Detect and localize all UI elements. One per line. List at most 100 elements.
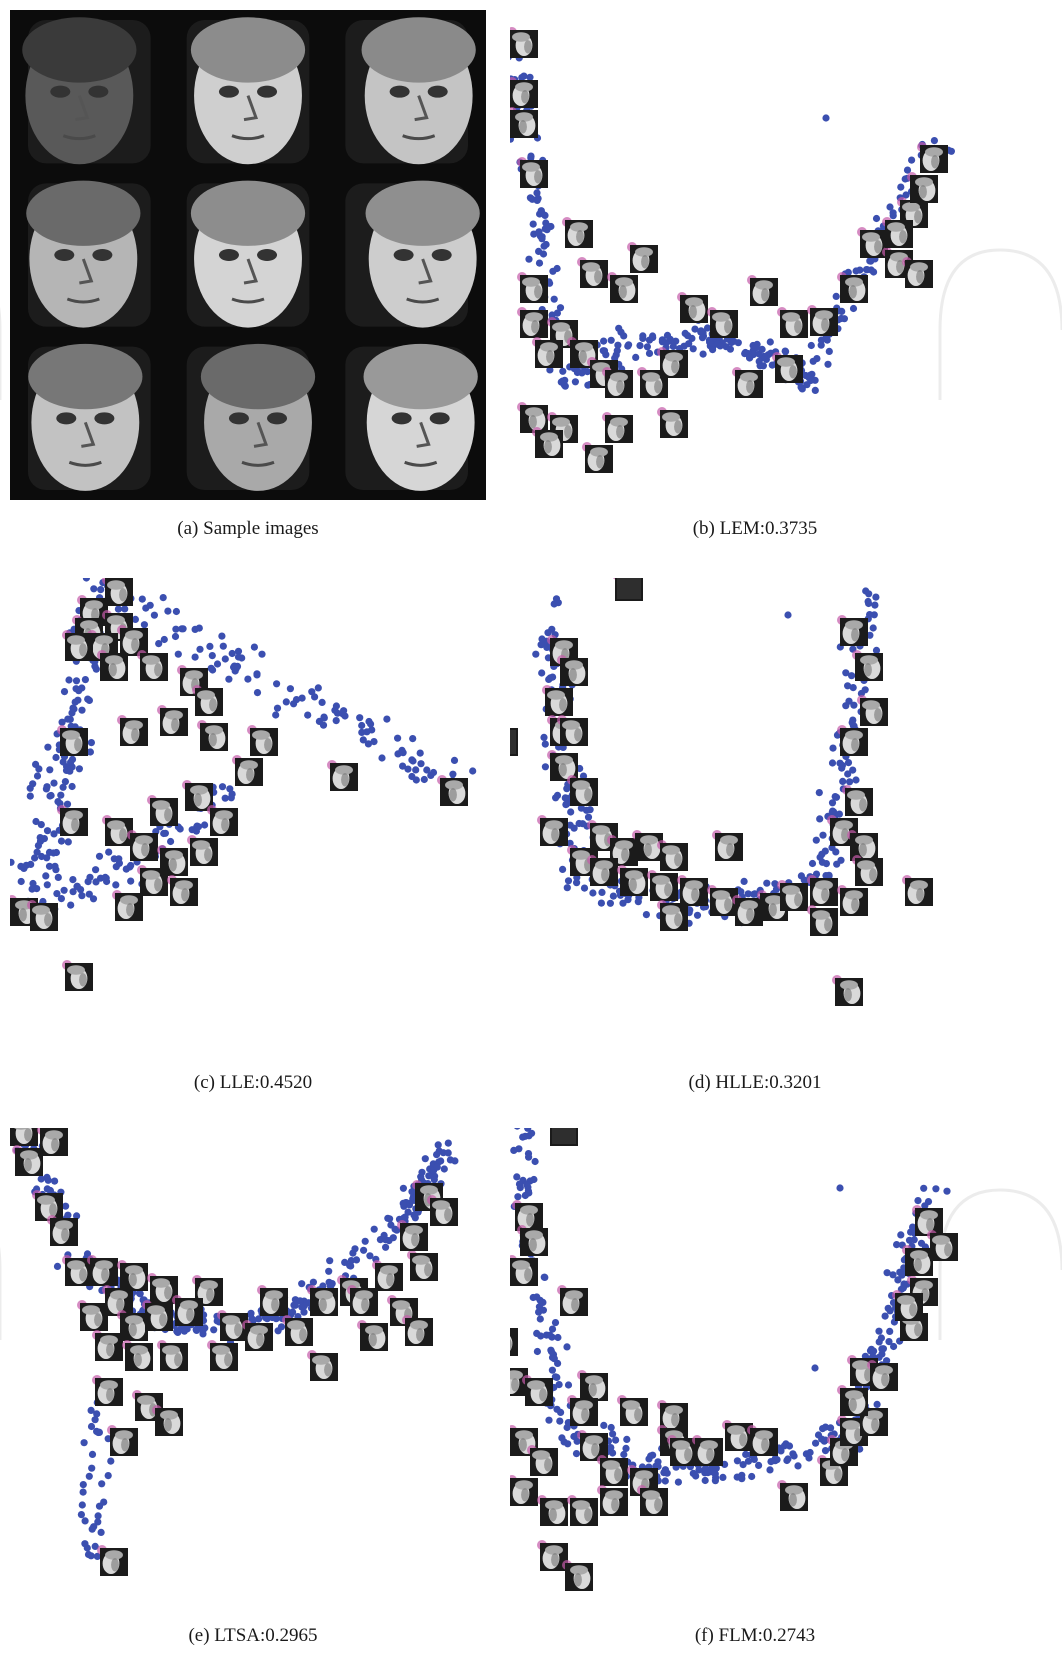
face-thumbnail xyxy=(210,808,238,836)
data-point xyxy=(645,349,654,357)
data-point xyxy=(767,1458,775,1466)
caption-f: (f) FLM:0.2743 xyxy=(694,1625,816,1646)
data-point xyxy=(80,1439,88,1447)
data-point xyxy=(850,722,858,730)
data-point xyxy=(546,366,554,374)
sample-face-image xyxy=(345,17,476,165)
data-point xyxy=(286,685,294,693)
data-point xyxy=(848,672,856,680)
data-point xyxy=(332,717,340,725)
data-point xyxy=(827,1424,835,1432)
face-thumbnail xyxy=(855,858,883,886)
face-thumbnail xyxy=(410,1253,438,1281)
face-thumbnail xyxy=(100,1548,128,1576)
face-thumbnail xyxy=(840,618,868,646)
data-point xyxy=(131,615,139,623)
data-point xyxy=(886,1307,894,1315)
data-point xyxy=(818,858,826,866)
data-point xyxy=(862,587,870,595)
data-point xyxy=(300,1308,308,1316)
data-point xyxy=(84,1550,93,1559)
data-point xyxy=(567,808,575,816)
data-point xyxy=(878,1350,886,1358)
data-point xyxy=(50,779,58,787)
data-point xyxy=(159,594,167,602)
data-point xyxy=(554,1359,562,1367)
data-point xyxy=(563,1343,571,1351)
data-point xyxy=(58,718,66,726)
data-point xyxy=(450,756,459,764)
data-point xyxy=(726,345,734,353)
data-point xyxy=(669,342,677,350)
data-point xyxy=(539,1306,547,1314)
data-point xyxy=(62,1202,70,1210)
data-point xyxy=(250,643,258,651)
sample-face-image xyxy=(186,180,310,328)
face-thumbnail xyxy=(860,1408,888,1436)
data-point xyxy=(22,861,30,869)
data-point xyxy=(88,1464,96,1472)
data-point xyxy=(57,895,65,903)
data-point xyxy=(180,1327,188,1335)
data-point xyxy=(94,1518,102,1526)
data-point xyxy=(872,214,881,223)
face-thumbnail xyxy=(510,1258,538,1286)
face-thumbnail xyxy=(510,1478,538,1506)
data-point xyxy=(399,749,407,757)
caption-d: (d) HLLE:0.3201 xyxy=(688,1072,822,1093)
data-point xyxy=(609,1430,617,1438)
data-point xyxy=(570,824,578,832)
face-thumbnail xyxy=(160,708,188,736)
data-point xyxy=(642,911,650,919)
data-point xyxy=(733,1457,741,1465)
data-point xyxy=(893,1241,901,1249)
data-point xyxy=(559,367,567,375)
face-thumbnail xyxy=(535,430,563,458)
data-point xyxy=(614,341,622,349)
data-point xyxy=(227,794,235,802)
data-point xyxy=(548,1366,556,1374)
data-point xyxy=(430,1176,438,1184)
data-point xyxy=(579,772,588,780)
data-point xyxy=(44,743,52,751)
face-thumbnail xyxy=(605,415,633,443)
data-point xyxy=(218,632,226,640)
data-point xyxy=(253,689,262,697)
sample-images-grid xyxy=(10,10,486,500)
data-point xyxy=(773,1456,781,1464)
data-point xyxy=(573,879,581,887)
face-thumbnail xyxy=(905,260,933,288)
data-point xyxy=(846,778,854,786)
data-point xyxy=(816,815,824,823)
sample-face-image xyxy=(345,343,478,491)
data-point xyxy=(909,1223,917,1231)
data-point xyxy=(233,662,242,670)
data-point xyxy=(815,789,823,797)
data-point xyxy=(520,72,528,80)
data-point xyxy=(61,778,69,786)
data-point xyxy=(221,794,229,802)
data-point xyxy=(135,1289,144,1297)
data-point xyxy=(829,744,837,752)
data-point xyxy=(52,866,60,874)
data-point xyxy=(744,890,752,898)
data-point xyxy=(69,888,77,896)
data-point xyxy=(544,629,552,637)
data-point xyxy=(661,1466,669,1474)
data-point xyxy=(871,601,879,609)
data-point xyxy=(837,314,845,323)
face-thumbnail xyxy=(90,1258,118,1286)
data-point xyxy=(556,304,565,312)
data-point xyxy=(519,1133,527,1141)
data-point xyxy=(606,899,614,907)
data-point xyxy=(849,766,857,774)
data-point xyxy=(33,772,42,780)
data-point xyxy=(78,1501,86,1509)
data-point xyxy=(870,1347,878,1355)
data-point xyxy=(91,1542,99,1550)
data-point xyxy=(549,267,557,275)
data-point xyxy=(127,861,135,870)
data-point xyxy=(537,1332,545,1340)
sample-face-image xyxy=(345,180,480,328)
data-point xyxy=(195,624,203,632)
